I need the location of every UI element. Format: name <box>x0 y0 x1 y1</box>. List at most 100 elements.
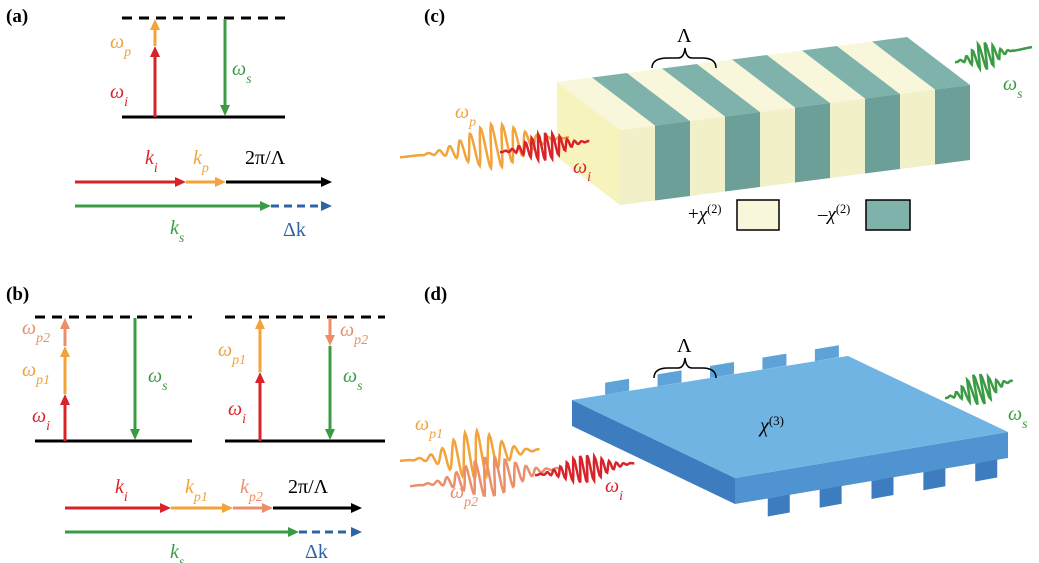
label: ωs <box>232 58 252 87</box>
label: Λ <box>677 25 692 47</box>
slab-side <box>620 126 655 206</box>
label-part: s <box>357 379 363 394</box>
label-part: ω <box>228 398 242 420</box>
label-part: χ <box>697 204 708 225</box>
label-part: ω <box>343 365 357 387</box>
arrow-head <box>160 503 171 513</box>
slab-side <box>900 90 935 170</box>
arrow-head <box>260 201 271 211</box>
arrow-head <box>175 177 186 187</box>
label-part: p1 <box>428 427 443 442</box>
arrow-head <box>288 527 299 537</box>
label-part: ω <box>110 81 124 103</box>
arrow-head <box>325 429 335 440</box>
label-part: – <box>817 204 828 225</box>
arrow-head <box>150 46 160 57</box>
label: Λ <box>677 335 692 357</box>
label-part: ω <box>110 31 124 53</box>
arrow-head <box>60 394 70 405</box>
arrow-head <box>255 372 265 383</box>
label-part: s <box>179 555 185 563</box>
label-part: s <box>179 231 185 246</box>
label-part: i <box>46 419 50 434</box>
label-part: s <box>1022 417 1028 432</box>
label-part: (2) <box>707 202 721 216</box>
label-part: ω <box>573 156 587 178</box>
label: ωp <box>110 31 131 60</box>
label-part: ω <box>1003 73 1017 95</box>
label-part: ω <box>415 413 429 435</box>
wave <box>945 374 1013 404</box>
wave <box>410 458 559 496</box>
label-part: (3) <box>769 413 784 428</box>
label-part: ω <box>218 339 232 361</box>
slab-side <box>760 108 795 188</box>
label-part: (2) <box>836 202 850 216</box>
label: ks <box>170 217 185 246</box>
label: ki <box>145 147 158 176</box>
arrow-head <box>351 527 362 537</box>
label-part: i <box>124 490 128 505</box>
label-part: ω <box>148 365 162 387</box>
label: ωp2 <box>22 317 50 346</box>
arrow-head <box>262 503 273 513</box>
label: ωp1 <box>415 413 443 442</box>
label-part: s <box>246 72 252 87</box>
label-part: χ <box>826 204 837 225</box>
label: ωs <box>343 365 363 394</box>
label-part: p1 <box>231 353 246 368</box>
label-part: ω <box>450 481 464 503</box>
label: Δk <box>305 541 328 563</box>
legend-swatch <box>737 200 779 230</box>
label: ωi <box>110 81 128 110</box>
panel-label: (a) <box>6 6 28 27</box>
label-part: p <box>201 161 209 176</box>
label: ωs <box>1003 73 1023 102</box>
label: ωp2 <box>340 319 368 348</box>
slab-side <box>795 103 830 183</box>
label-part: ω <box>32 405 46 427</box>
label-part: p2 <box>35 331 50 346</box>
wave-tail <box>1013 47 1032 51</box>
arrow-head <box>220 105 230 116</box>
label-part: p2 <box>248 490 263 505</box>
label: ωp1 <box>22 359 50 388</box>
slab-side <box>655 121 690 201</box>
arrow-head <box>222 503 233 513</box>
label-part: p <box>123 45 131 60</box>
label: kp2 <box>240 476 263 505</box>
label: ωs <box>148 365 168 394</box>
label-part: p1 <box>193 490 208 505</box>
label-part: i <box>587 170 591 185</box>
arrow-head <box>150 19 160 30</box>
label: ωi <box>228 398 246 427</box>
label: +χ(2) <box>688 202 721 225</box>
label-part: ω <box>22 317 36 339</box>
label-part: i <box>242 412 246 427</box>
label: ks <box>170 541 185 563</box>
slab-side <box>830 99 865 179</box>
label: ωp1 <box>218 339 246 368</box>
label-part: ω <box>232 58 246 80</box>
wave <box>955 43 1014 70</box>
arrow-head <box>325 335 335 346</box>
arrow-head <box>321 201 332 211</box>
slab-side <box>690 117 725 197</box>
label: 2π/Λ <box>288 476 329 498</box>
label: ωi <box>32 405 50 434</box>
panel-label: (c) <box>424 6 445 27</box>
label-part: i <box>124 95 128 110</box>
slab-side <box>725 112 760 192</box>
label-part: p2 <box>463 495 478 510</box>
label-part: s <box>1017 87 1023 102</box>
label-part: p <box>468 115 476 130</box>
label-part: p1 <box>35 373 50 388</box>
legend-swatch <box>866 200 910 230</box>
label-part: ω <box>22 359 36 381</box>
label: Δk <box>283 219 306 241</box>
arrow-head <box>215 177 226 187</box>
label-part: p2 <box>353 333 368 348</box>
arrow-head <box>60 346 70 357</box>
label-part: ω <box>340 319 354 341</box>
label-part: s <box>162 379 168 394</box>
